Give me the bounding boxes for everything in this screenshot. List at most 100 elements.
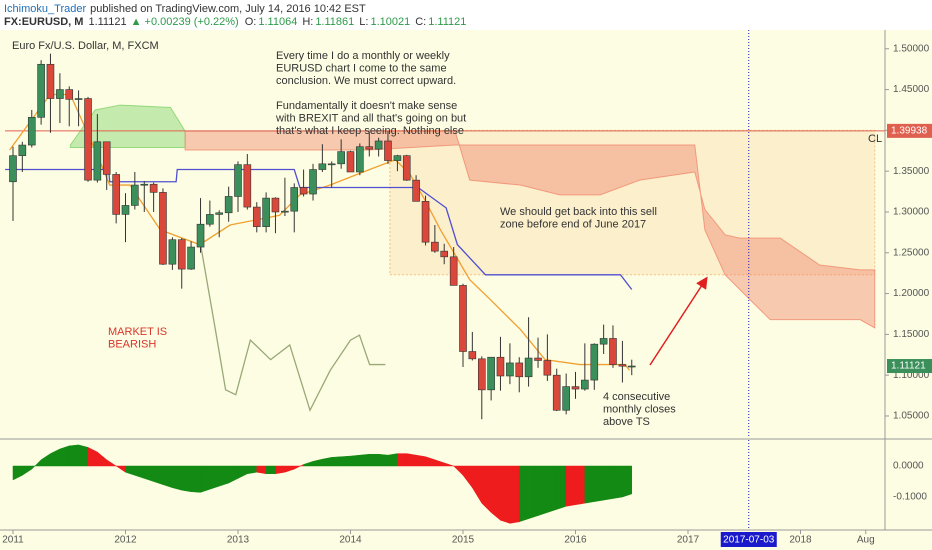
annotation: Fundamentally it doesn't make sense xyxy=(276,100,457,112)
candle-body xyxy=(299,187,308,195)
candle-body xyxy=(281,210,289,213)
candle-body xyxy=(234,164,242,197)
candle-body xyxy=(149,183,158,193)
candle-body xyxy=(37,63,45,118)
candle-body xyxy=(290,187,299,212)
candle-body xyxy=(224,196,233,214)
published: published on TradingView.com, July 14, 2… xyxy=(90,3,366,15)
ohlc-value: 1.11861 xyxy=(315,16,354,28)
y-tick-label: 1.35000 xyxy=(893,166,930,177)
candle-body xyxy=(431,241,439,252)
oscillator-segment xyxy=(378,453,389,467)
oscillator-segment xyxy=(415,454,426,467)
x-tick-label: 2016 xyxy=(564,535,587,546)
candle-body xyxy=(496,356,505,377)
candle-body xyxy=(206,214,214,225)
cloud xyxy=(184,130,876,329)
candle-body xyxy=(552,374,561,411)
oscillator-segment xyxy=(537,465,548,516)
y-tick-label: 1.20000 xyxy=(893,288,930,299)
y-tick-label: 1.50000 xyxy=(893,43,930,54)
date-marker-box xyxy=(720,532,777,547)
y-tick-label: 1.15000 xyxy=(893,329,930,340)
candle-body xyxy=(581,379,589,390)
x-tick-label: 2013 xyxy=(227,535,250,546)
candle-body xyxy=(93,141,102,181)
oscillator-segment xyxy=(218,465,229,487)
author[interactable]: Ichimoku_Trader xyxy=(4,3,86,15)
oscillator-segment xyxy=(153,465,164,485)
price-pane xyxy=(5,30,885,438)
candle-body xyxy=(412,179,420,202)
candle-body xyxy=(177,239,186,270)
candle-body xyxy=(215,212,224,215)
x-tick-label: 2014 xyxy=(339,535,362,546)
y2-tick-label: -0.1000 xyxy=(893,492,927,503)
oscillator-segment xyxy=(406,453,417,467)
change: ▲ +0.00239 (+0.22%) xyxy=(131,16,239,28)
candle-body xyxy=(9,155,17,183)
candle-body xyxy=(393,155,402,161)
ohlc-label: L: xyxy=(359,16,368,28)
x-tick-label: 2018 xyxy=(789,535,812,546)
candle-body xyxy=(56,89,64,99)
chart-title: Euro Fx/U.S. Dollar, M, FXCM xyxy=(12,40,159,52)
last-price-label: 1.11121 xyxy=(891,361,926,372)
candle-body xyxy=(112,174,120,215)
oscillator-segment xyxy=(265,465,276,474)
candle-body xyxy=(243,164,252,208)
annotation: monthly closes xyxy=(603,403,676,415)
oscillator-segment xyxy=(350,454,361,467)
arrow xyxy=(649,276,708,366)
last: 1.11121 xyxy=(88,16,126,28)
oscillator-segment xyxy=(78,444,89,467)
ohlc-label: O: xyxy=(245,16,257,28)
candle-body xyxy=(84,98,92,181)
oscillator-segment xyxy=(162,465,173,489)
oscillator-segment xyxy=(256,465,267,475)
candle-body xyxy=(449,256,458,286)
y-tick-label: 1.25000 xyxy=(893,247,930,258)
annotations: CL Every time I do a monthly or weeklyEUR… xyxy=(108,50,882,428)
candle-body xyxy=(402,155,411,181)
symbol: FX:EURUSD, M xyxy=(4,16,83,28)
candle-body xyxy=(187,246,195,270)
oscillator-segment xyxy=(519,465,529,523)
x-tick-label: 2015 xyxy=(452,535,475,546)
candle-body xyxy=(515,362,524,378)
oscillator-segment xyxy=(340,455,351,467)
ohlc-value: 1.11064 xyxy=(258,16,297,28)
annotation: We should get back into this sell xyxy=(500,206,657,218)
y2-tick-label: 0.0000 xyxy=(893,461,924,472)
annotation: 4 consecutive xyxy=(603,391,670,403)
ohlc-value: 1.11121 xyxy=(428,16,466,28)
candle-body xyxy=(524,357,533,378)
annotation: EURUSD chart I come to the same xyxy=(276,62,447,74)
y-tick-label: 1.05000 xyxy=(893,411,930,422)
oscillator-segment xyxy=(500,465,511,524)
candle-body xyxy=(477,358,486,391)
indicator-line xyxy=(199,239,386,412)
candle-body xyxy=(609,338,617,365)
candle-body xyxy=(262,197,270,227)
oscillator-segment xyxy=(528,465,539,520)
oscillator-segment xyxy=(575,465,586,506)
candle-body xyxy=(543,360,552,376)
candle-body xyxy=(140,183,149,186)
oscillator-segment xyxy=(181,465,192,493)
candle-body xyxy=(159,192,167,265)
candle-body xyxy=(421,201,430,243)
candle-body xyxy=(18,144,27,156)
candle-body xyxy=(65,89,74,100)
candle-body xyxy=(252,206,261,227)
candle-body xyxy=(562,386,570,411)
y-tick-label: 1.10000 xyxy=(893,370,930,381)
level-price-label: 1.39938 xyxy=(891,126,928,137)
oscillator-segment xyxy=(106,459,117,467)
candle-body xyxy=(102,141,111,175)
candle-body xyxy=(384,140,392,161)
candle-body xyxy=(168,239,177,265)
annotation: Every time I do a monthly or weekly xyxy=(276,50,450,62)
oscillator-segment xyxy=(68,444,79,467)
